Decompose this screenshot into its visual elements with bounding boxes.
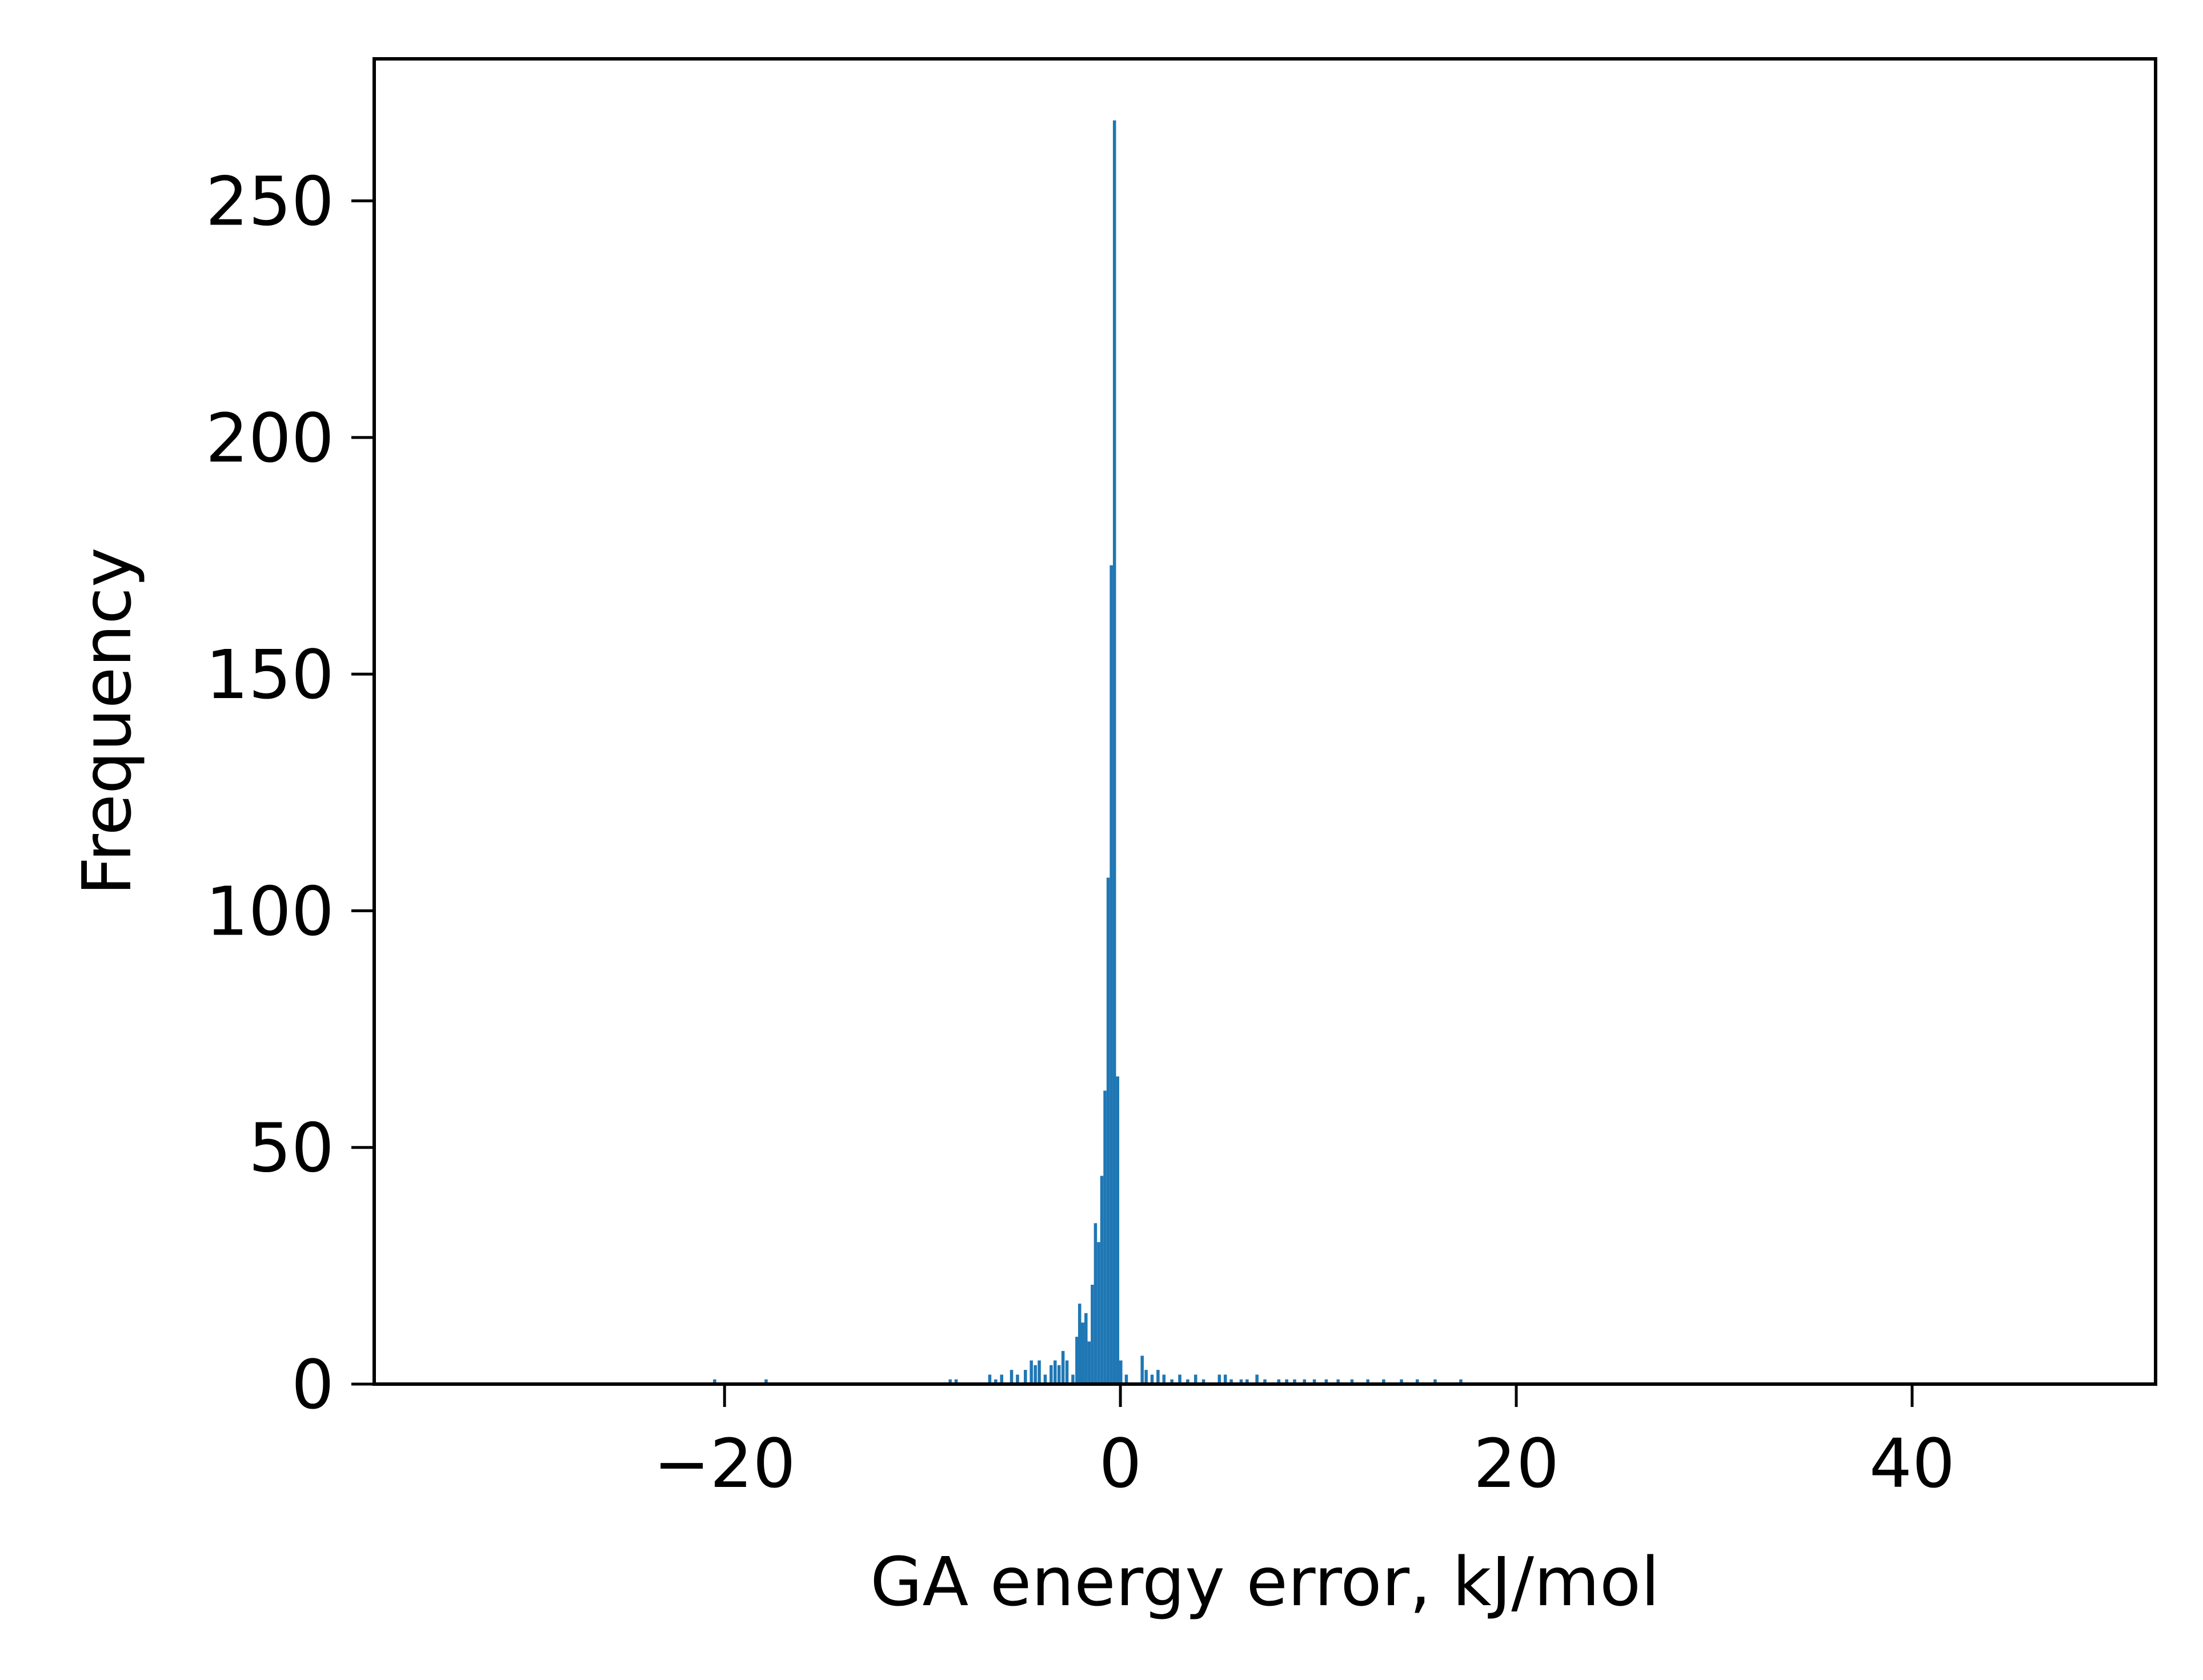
histogram-bar bbox=[1057, 1365, 1061, 1384]
y-tick-label: 150 bbox=[206, 635, 334, 714]
histogram-bar bbox=[954, 1379, 958, 1384]
histogram-bar bbox=[1285, 1379, 1288, 1384]
bars-layer bbox=[713, 120, 1463, 1385]
x-axis-label: GA energy error, kJ/mol bbox=[870, 1542, 1660, 1621]
histogram-bar bbox=[1100, 1176, 1104, 1384]
histogram-bar bbox=[1459, 1379, 1463, 1384]
histogram-bar bbox=[1024, 1370, 1027, 1384]
histogram-bar bbox=[1112, 120, 1116, 1385]
histogram-bar bbox=[1119, 1360, 1123, 1384]
histogram-bar bbox=[1065, 1360, 1069, 1384]
histogram-bar bbox=[1255, 1374, 1259, 1384]
histogram-bar bbox=[1087, 1341, 1091, 1384]
histogram-bar bbox=[1400, 1379, 1403, 1384]
histogram-bar bbox=[1097, 1242, 1100, 1384]
histogram-bar bbox=[994, 1379, 998, 1384]
histogram-bar bbox=[1043, 1374, 1047, 1384]
x-tick-label: 0 bbox=[1099, 1424, 1142, 1503]
plot-frame bbox=[372, 57, 2157, 1386]
histogram-bar bbox=[1103, 1090, 1107, 1384]
y-tick-label: 100 bbox=[206, 872, 334, 951]
histogram-bar bbox=[1091, 1285, 1094, 1384]
histogram-bar bbox=[1078, 1304, 1082, 1384]
histogram-bar bbox=[1124, 1374, 1128, 1384]
y-tick-label: 50 bbox=[249, 1109, 334, 1188]
y-tick-label: 250 bbox=[206, 162, 334, 241]
histogram-bar bbox=[1217, 1374, 1221, 1384]
histogram-bar bbox=[1081, 1322, 1085, 1384]
histogram-bar bbox=[1054, 1360, 1057, 1384]
histogram-bar bbox=[1350, 1379, 1354, 1384]
histogram-bar bbox=[1016, 1374, 1019, 1384]
histogram-bar bbox=[1336, 1379, 1340, 1384]
histogram-bar bbox=[1106, 877, 1110, 1384]
histogram-bar bbox=[764, 1379, 768, 1384]
histogram-bar bbox=[1061, 1351, 1065, 1384]
histogram-bar bbox=[1034, 1365, 1037, 1384]
histogram-bar bbox=[1293, 1379, 1296, 1384]
histogram-bar bbox=[1030, 1360, 1033, 1384]
histogram-bar bbox=[1201, 1379, 1205, 1384]
histogram-bar bbox=[1140, 1356, 1144, 1384]
histogram-bar bbox=[1415, 1379, 1419, 1384]
histogram-bar bbox=[1263, 1379, 1267, 1384]
ticks-layer: −20 0 20 40 0 50 100 150 200 250 bbox=[206, 162, 1955, 1503]
y-tick-label: 0 bbox=[291, 1345, 334, 1424]
histogram-bar bbox=[1170, 1379, 1173, 1384]
histogram-bar bbox=[1303, 1379, 1307, 1384]
histogram-bar bbox=[1144, 1370, 1148, 1384]
histogram-bar bbox=[1010, 1370, 1014, 1384]
histogram-bar bbox=[1186, 1379, 1189, 1384]
histogram-bar bbox=[1156, 1370, 1160, 1384]
histogram-bar bbox=[988, 1374, 992, 1384]
histogram-bar bbox=[1193, 1374, 1197, 1384]
histogram-bar bbox=[1229, 1379, 1233, 1384]
histogram-bar bbox=[1382, 1379, 1385, 1384]
x-tick-label: 20 bbox=[1473, 1424, 1559, 1503]
histogram-bar bbox=[1245, 1379, 1249, 1384]
histogram-bar bbox=[1071, 1374, 1075, 1384]
histogram-bar bbox=[1366, 1379, 1369, 1384]
histogram-bar bbox=[1277, 1379, 1281, 1384]
histogram-bar bbox=[1239, 1379, 1243, 1384]
x-tick-label: −20 bbox=[654, 1424, 796, 1503]
histogram-bar bbox=[1324, 1379, 1328, 1384]
histogram-bar bbox=[713, 1379, 716, 1384]
histogram-bar bbox=[1084, 1313, 1088, 1384]
y-tick-label: 200 bbox=[206, 399, 334, 478]
histogram-bar bbox=[1075, 1337, 1079, 1384]
histogram-bar bbox=[1109, 565, 1113, 1384]
histogram-bar bbox=[1000, 1374, 1003, 1384]
histogram-bar bbox=[1162, 1374, 1166, 1384]
histogram-bar bbox=[1050, 1365, 1053, 1384]
histogram-bar bbox=[948, 1379, 952, 1384]
histogram-bar bbox=[1178, 1374, 1181, 1384]
histogram-bar bbox=[1312, 1379, 1316, 1384]
y-axis-label: Frequency bbox=[67, 547, 146, 896]
histogram-bar bbox=[1038, 1360, 1041, 1384]
histogram-bar bbox=[1150, 1374, 1154, 1384]
histogram-bar bbox=[1433, 1379, 1437, 1384]
x-tick-label: 40 bbox=[1869, 1424, 1955, 1503]
histogram-bar bbox=[1116, 1076, 1120, 1384]
histogram-bar bbox=[1223, 1374, 1227, 1384]
histogram-bar bbox=[1094, 1223, 1098, 1384]
